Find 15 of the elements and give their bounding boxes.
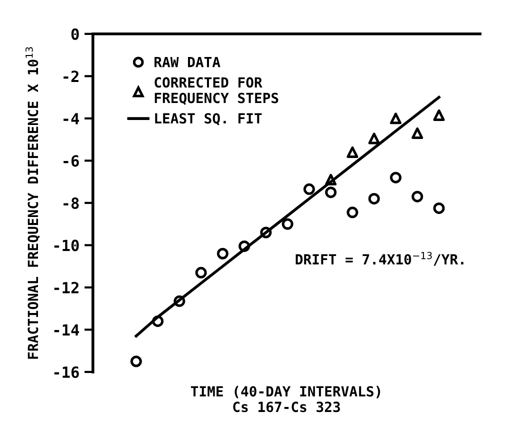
y-tick-label: -16 (54, 366, 79, 378)
legend-label: LEAST SQ. FIT (155, 113, 262, 126)
legend-label: RAW DATA (154, 56, 220, 68)
y-axis-title: FRACTIONAL FREQUENCY DIFFERENCE X 10$^{13}$ (25, 47, 40, 359)
annotation: DRIFT = 7.4X10$^{−13}$/YR. (296, 252, 464, 266)
legend-label: CORRECTED FOR FREQUENCY STEPS (154, 77, 278, 105)
y-tick-label: -8 (64, 197, 79, 209)
y-tick-label: -4 (64, 113, 80, 124)
y-tick-label: -12 (54, 282, 78, 294)
y-tick-label: -2 (64, 70, 78, 82)
x-axis-title: TIME (40-DAY INTERVALS) Cs 167-Cs 323 (190, 386, 380, 412)
y-tick-label: -10 (54, 240, 79, 252)
y-tick-label: 0 (71, 28, 79, 40)
y-tick-label: -14 (54, 324, 80, 336)
y-tick-label: -6 (64, 155, 79, 167)
